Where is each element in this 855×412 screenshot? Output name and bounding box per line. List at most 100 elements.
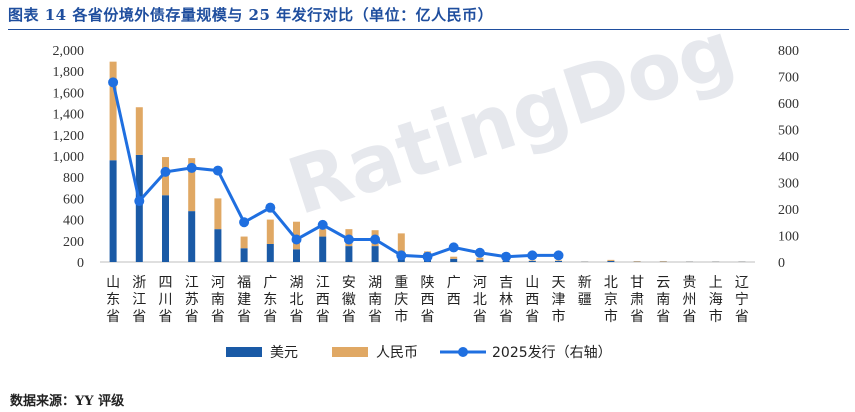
y-left-tick-label: 1,000 bbox=[53, 150, 85, 165]
line-point bbox=[317, 219, 328, 230]
legend-label-cny: 人民币 bbox=[376, 345, 418, 361]
y-right-tick-label: 200 bbox=[778, 203, 799, 218]
bar-cny bbox=[633, 261, 641, 262]
category-label: 川 bbox=[159, 292, 173, 308]
bar-usd bbox=[319, 236, 327, 262]
y-left-tick-label: 1,400 bbox=[53, 108, 85, 123]
line-point bbox=[108, 77, 119, 88]
y-left-tick-label: 200 bbox=[63, 235, 84, 250]
legend-label-usd: 美元 bbox=[270, 345, 298, 361]
category-label: 林 bbox=[499, 292, 513, 308]
category-label: 市 bbox=[604, 308, 618, 325]
line-point bbox=[422, 251, 433, 262]
category-label: 肃 bbox=[630, 292, 644, 308]
y-right-tick-label: 400 bbox=[778, 150, 799, 165]
category-label: 上 bbox=[709, 275, 723, 291]
bar-cny bbox=[214, 198, 222, 230]
category-label: 苏 bbox=[185, 292, 199, 308]
axes: 0 200 400 600 800 1,000 1,200 1,400 1,600 1,800 2,… bbox=[53, 44, 800, 271]
chart-title: 图表 14 各省份境外债存量规模与 25 年发行对比（单位：亿人民币） bbox=[8, 6, 494, 24]
category-label: 广 bbox=[447, 275, 461, 291]
category-label: 省 bbox=[185, 309, 199, 325]
source-note: 数据来源：YY 评级 bbox=[10, 394, 125, 409]
bar-usd bbox=[240, 248, 248, 262]
y-right-tick-label: 300 bbox=[778, 177, 799, 192]
bar-usd bbox=[135, 154, 143, 262]
category-label: 贵 bbox=[683, 275, 697, 291]
y-left-tick-label: 0 bbox=[77, 256, 84, 271]
bar-usd bbox=[607, 260, 615, 262]
category-label: 新 bbox=[578, 275, 592, 291]
bar-usd bbox=[450, 258, 458, 262]
category-label: 西 bbox=[525, 292, 539, 308]
y-left-tick-label: 1,200 bbox=[53, 129, 85, 144]
category-label: 陕 bbox=[421, 275, 435, 291]
category-label: 省 bbox=[316, 309, 330, 325]
line-point bbox=[239, 217, 250, 228]
category-label: 湖 bbox=[368, 275, 382, 291]
bar-cny bbox=[266, 219, 274, 244]
y-right-tick-label: 0 bbox=[778, 256, 785, 271]
y-left-tick-label: 600 bbox=[63, 192, 84, 207]
category-label: 河 bbox=[211, 275, 225, 291]
category-label: 南 bbox=[656, 292, 670, 308]
category-label: 天 bbox=[552, 275, 566, 291]
bar-usd bbox=[293, 249, 300, 262]
title-divider bbox=[8, 29, 849, 30]
category-label: 省 bbox=[211, 309, 225, 325]
line-point bbox=[501, 251, 512, 262]
category-label: 省 bbox=[368, 309, 382, 325]
bar-cny bbox=[135, 107, 143, 155]
bar-cny bbox=[450, 256, 458, 259]
bar-usd bbox=[528, 260, 536, 262]
category-label: 省 bbox=[290, 309, 304, 325]
bar-usd bbox=[162, 195, 169, 262]
category-label: 吉 bbox=[499, 275, 513, 291]
category-label: 省 bbox=[342, 309, 356, 325]
y-right-tick-label: 800 bbox=[778, 44, 799, 59]
bar-cny bbox=[659, 261, 667, 262]
chart-canvas: RatingDog 0 200 400 600 800 1,000 1,200 1,400 1,… bbox=[53, 5, 800, 361]
y-left-tick-label: 1,600 bbox=[53, 86, 85, 101]
legend-label-2025: 2025发行（右轴） bbox=[492, 345, 612, 361]
category-label: 四 bbox=[159, 275, 173, 291]
category-label: 北 bbox=[604, 275, 618, 291]
category-label: 津 bbox=[552, 292, 566, 308]
category-label: 江 bbox=[185, 275, 199, 291]
category-label: 海 bbox=[709, 292, 723, 308]
category-label: 南 bbox=[368, 292, 382, 308]
category-label: 市 bbox=[394, 308, 408, 325]
category-label: 省 bbox=[735, 309, 749, 325]
bar-usd bbox=[188, 211, 196, 262]
line-point bbox=[160, 166, 171, 177]
bar-usd bbox=[476, 259, 484, 262]
category-label: 建 bbox=[237, 292, 251, 308]
category-label: 北 bbox=[473, 292, 487, 308]
category-label: 庆 bbox=[394, 292, 408, 308]
y-right-tick-label: 600 bbox=[778, 97, 799, 112]
category-label: 云 bbox=[656, 275, 670, 291]
category-label: 辽 bbox=[735, 275, 749, 291]
legend-swatch-cny bbox=[332, 347, 368, 357]
category-label: 市 bbox=[552, 308, 566, 325]
bar-cny bbox=[555, 260, 562, 261]
category-label: 市 bbox=[709, 308, 723, 325]
legend-swatch-usd bbox=[226, 347, 262, 357]
category-label: 省 bbox=[499, 309, 513, 325]
category-label: 西 bbox=[421, 292, 435, 308]
category-label: 甘 bbox=[630, 275, 644, 291]
category-label: 安 bbox=[342, 275, 356, 291]
category-label: 江 bbox=[316, 275, 330, 291]
line-point bbox=[343, 234, 354, 245]
category-label: 广 bbox=[263, 275, 277, 291]
line-point bbox=[265, 202, 276, 213]
bar-usd bbox=[345, 246, 353, 262]
line-point bbox=[370, 234, 381, 245]
category-label: 省 bbox=[106, 309, 120, 325]
bar-cny bbox=[188, 158, 196, 212]
line-point bbox=[553, 250, 564, 261]
category-label: 宁 bbox=[735, 291, 749, 308]
line-point bbox=[448, 242, 459, 253]
category-label: 重 bbox=[394, 275, 408, 291]
category-label: 省 bbox=[132, 309, 146, 325]
